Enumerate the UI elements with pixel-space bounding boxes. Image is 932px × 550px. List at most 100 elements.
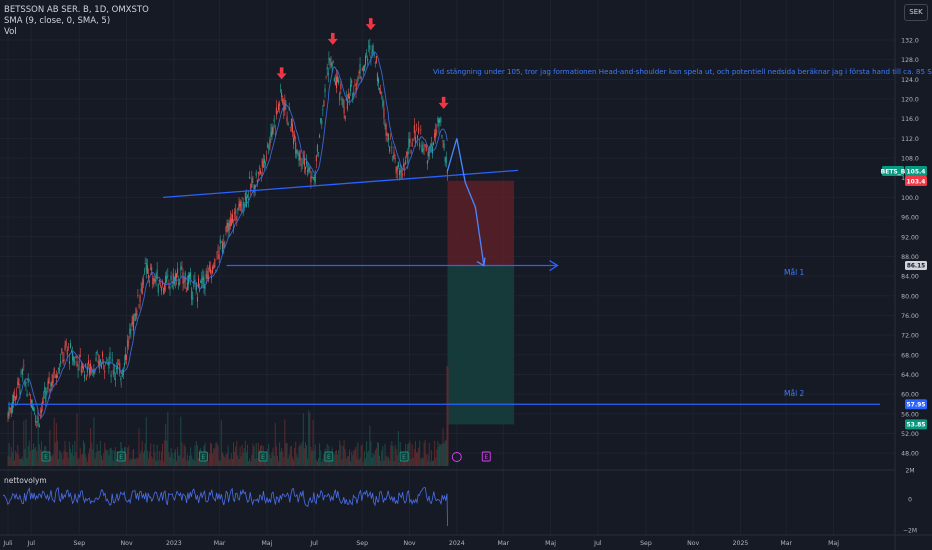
candle-body bbox=[61, 348, 63, 354]
volume-bar bbox=[143, 450, 145, 466]
candle-body bbox=[441, 134, 443, 138]
volume-bar bbox=[319, 443, 321, 466]
volume-bar bbox=[217, 445, 219, 466]
volume-bar bbox=[309, 412, 311, 466]
candle-body bbox=[127, 340, 129, 348]
candle-body bbox=[142, 279, 144, 285]
candle-body bbox=[118, 363, 120, 365]
candle-body bbox=[172, 273, 174, 284]
volume-bar bbox=[332, 460, 334, 466]
volume-bar bbox=[283, 457, 285, 466]
candle-body bbox=[108, 362, 110, 369]
candle-body bbox=[376, 73, 378, 81]
price-tick-label: 88.00 bbox=[901, 254, 919, 261]
candle-body bbox=[18, 378, 20, 386]
volume-bar bbox=[414, 441, 416, 466]
candle-body bbox=[338, 79, 340, 83]
candle-body bbox=[310, 176, 312, 183]
candle-body bbox=[309, 166, 311, 172]
volume-bar bbox=[141, 441, 143, 466]
volume-bar bbox=[249, 458, 251, 466]
candle-body bbox=[206, 270, 208, 279]
time-tick-label: Jul bbox=[27, 540, 36, 547]
candle-body bbox=[434, 132, 436, 138]
candle-body bbox=[140, 288, 142, 292]
volume-bar bbox=[349, 449, 351, 466]
volume-bar bbox=[380, 460, 382, 466]
candle-body bbox=[362, 66, 364, 72]
time-tick-label: Maj bbox=[261, 540, 272, 547]
candle-body bbox=[347, 93, 349, 98]
volume-bar bbox=[275, 446, 277, 466]
volume-bar bbox=[127, 447, 129, 466]
candle-body bbox=[422, 149, 424, 152]
candle-body bbox=[170, 275, 172, 281]
volume-bar bbox=[439, 443, 441, 466]
volume-bar bbox=[33, 443, 35, 466]
candle-body bbox=[352, 92, 354, 101]
volume-bar bbox=[229, 458, 231, 466]
volume-bar bbox=[339, 440, 341, 466]
candle-body bbox=[135, 312, 137, 321]
candle-body bbox=[21, 371, 23, 373]
candle-body bbox=[211, 276, 213, 279]
candle-body bbox=[313, 176, 315, 181]
volume-bar bbox=[417, 451, 419, 466]
candle-body bbox=[62, 359, 64, 362]
legend-vol[interactable]: Vol bbox=[4, 27, 17, 37]
candle-body bbox=[81, 363, 83, 368]
candle-body bbox=[179, 279, 181, 285]
volume-bar bbox=[428, 442, 430, 466]
volume-bar bbox=[168, 452, 170, 466]
candle-body bbox=[60, 361, 62, 365]
candle-body bbox=[251, 177, 253, 188]
time-tick-label: Nov bbox=[121, 540, 133, 547]
candle-body bbox=[254, 185, 256, 189]
volume-bar bbox=[383, 460, 385, 466]
volume-bar bbox=[92, 449, 94, 466]
sma-line bbox=[16, 52, 448, 418]
candle-body bbox=[248, 198, 250, 200]
volume-bar bbox=[36, 451, 38, 466]
volume-bar bbox=[85, 457, 87, 466]
earnings-marker bbox=[399, 451, 409, 462]
volume-bar bbox=[182, 457, 184, 466]
volume-bar bbox=[267, 448, 269, 466]
volume-bar bbox=[75, 452, 77, 466]
volume-bar bbox=[270, 458, 272, 466]
volume-bar bbox=[106, 450, 108, 466]
candle-body bbox=[130, 329, 132, 331]
volume-bar bbox=[360, 445, 362, 466]
volume-bar bbox=[440, 444, 442, 466]
volume-bar bbox=[420, 459, 422, 466]
candle-body bbox=[93, 369, 95, 376]
volume-bar bbox=[402, 458, 404, 466]
volume-bar bbox=[442, 427, 444, 466]
candle-body bbox=[227, 222, 229, 232]
candle-body bbox=[67, 347, 69, 349]
volume-bar bbox=[20, 458, 22, 466]
candle-body bbox=[411, 142, 413, 147]
legend-symbol[interactable]: BETSSON AB SER. B, 1D, OMXSTO bbox=[4, 5, 149, 15]
volume-bar bbox=[255, 443, 257, 466]
candle-body bbox=[199, 290, 201, 291]
candle-body bbox=[15, 397, 17, 400]
volume-bar bbox=[110, 447, 112, 466]
candle-body bbox=[131, 322, 133, 325]
candle-body bbox=[155, 279, 157, 281]
volume-bar bbox=[378, 442, 380, 466]
earnings-marker-label: E bbox=[119, 454, 123, 461]
candle-body bbox=[429, 145, 431, 150]
price-tick-label: 80.00 bbox=[901, 293, 919, 300]
candle-body bbox=[236, 216, 238, 221]
candle-body bbox=[167, 275, 169, 277]
volume-bar bbox=[119, 457, 121, 466]
candle-body bbox=[330, 63, 332, 66]
candle-body bbox=[306, 161, 308, 165]
volume-bar bbox=[136, 457, 138, 466]
legend-sma[interactable]: SMA (9, close, 0, SMA, 5) bbox=[4, 16, 111, 26]
currency-button[interactable]: SEK bbox=[904, 4, 928, 21]
volume-bar bbox=[40, 441, 42, 466]
